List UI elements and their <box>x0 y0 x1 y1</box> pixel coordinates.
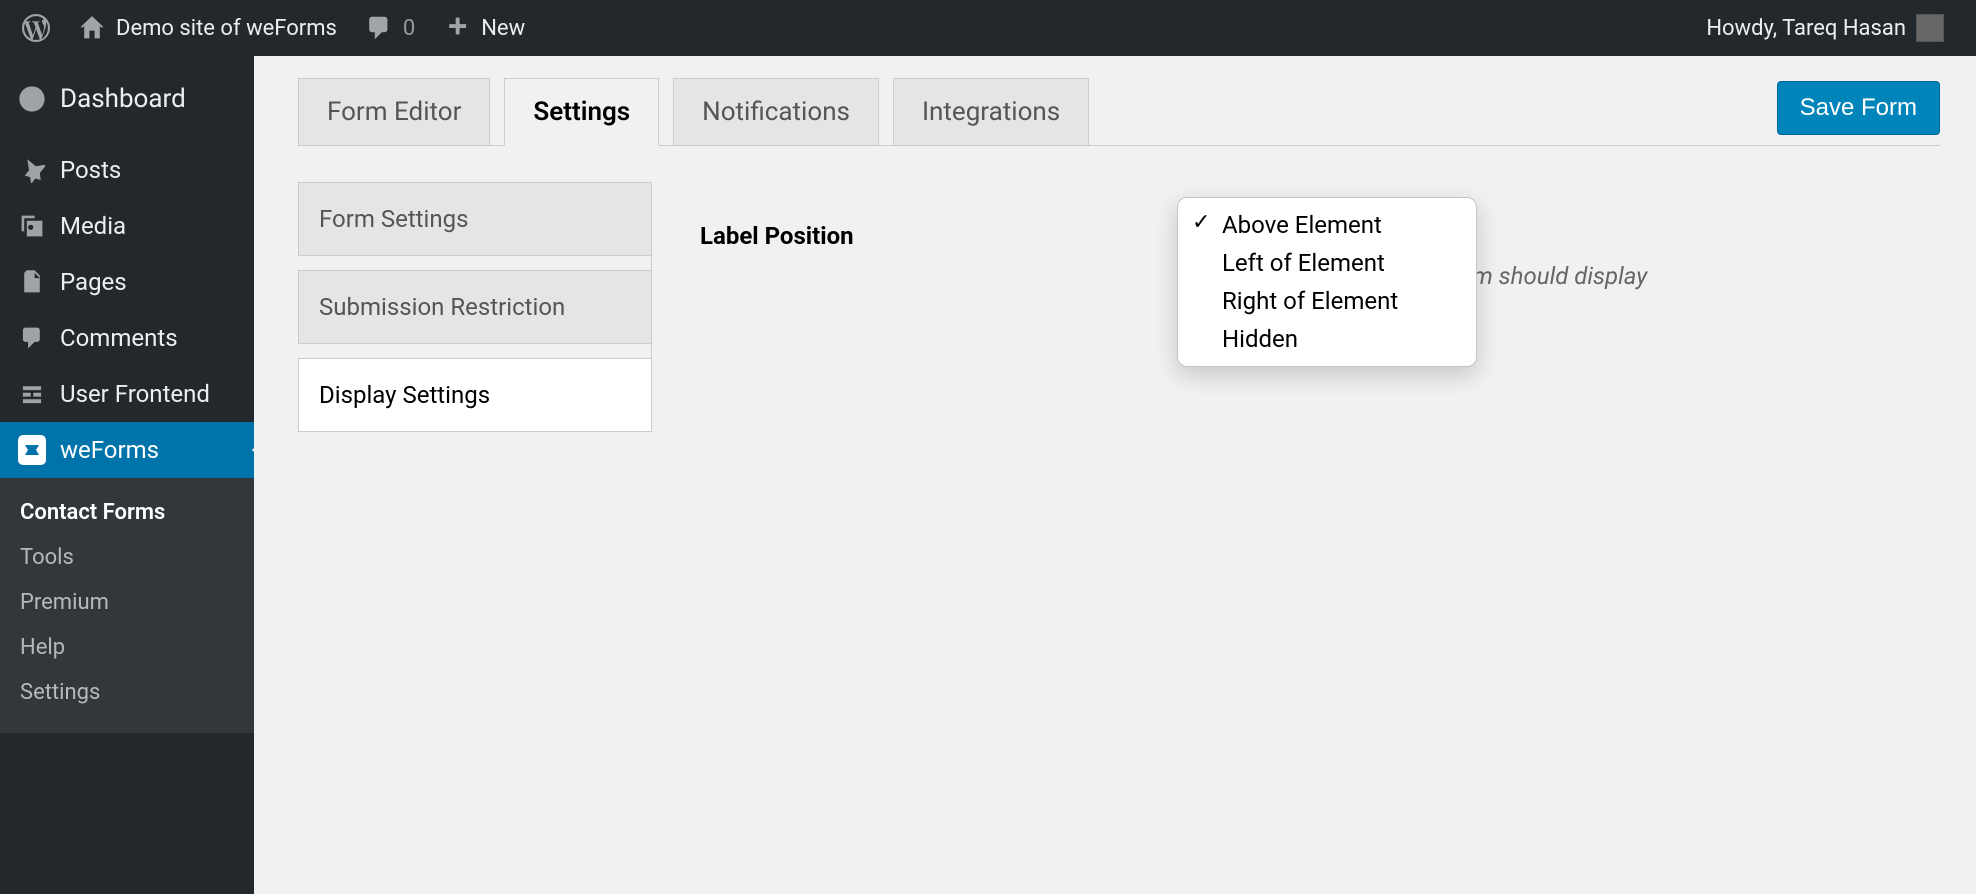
sidebar-item-label: Comments <box>60 324 178 352</box>
new-content-link[interactable]: New <box>429 14 539 42</box>
submenu-item-settings[interactable]: Settings <box>0 670 254 715</box>
sidebar-item-comments[interactable]: Comments <box>0 310 254 366</box>
submenu-item-premium[interactable]: Premium <box>0 580 254 625</box>
sidebar-item-dashboard[interactable]: Dashboard <box>0 56 254 142</box>
settings-tab-form-settings[interactable]: Form Settings <box>298 182 652 256</box>
settings-tab-display-settings[interactable]: Display Settings <box>298 358 652 432</box>
site-name: Demo site of weForms <box>116 16 337 41</box>
media-icon <box>18 212 46 240</box>
sidebar-item-label: Media <box>60 212 126 240</box>
sidebar-item-media[interactable]: Media <box>0 198 254 254</box>
comment-icon <box>365 14 393 42</box>
dashboard-icon <box>18 85 46 113</box>
avatar <box>1916 14 1944 42</box>
field-label: Label Position <box>700 222 1020 250</box>
comment-count: 0 <box>403 16 415 41</box>
sidebar-item-weforms[interactable]: weForms <box>0 422 254 478</box>
sidebar-item-posts[interactable]: Posts <box>0 142 254 198</box>
dropdown-option-right-of-element[interactable]: Right of Element <box>1178 282 1476 320</box>
wp-logo[interactable] <box>8 14 64 42</box>
submenu-item-help[interactable]: Help <box>0 625 254 670</box>
comments-link[interactable]: 0 <box>351 14 429 42</box>
label-position-dropdown[interactable]: Above Element Left of Element Right of E… <box>1177 197 1477 367</box>
dropdown-option-left-of-element[interactable]: Left of Element <box>1178 244 1476 282</box>
sidebar-item-user-frontend[interactable]: User Frontend <box>0 366 254 422</box>
plus-icon <box>443 14 471 42</box>
content-area: Form Editor Settings Notifications Integ… <box>254 56 1976 894</box>
comment-icon <box>18 324 46 352</box>
tab-integrations[interactable]: Integrations <box>893 78 1089 146</box>
sidebar-item-pages[interactable]: Pages <box>0 254 254 310</box>
weforms-icon <box>18 436 46 464</box>
howdy-text: Howdy, Tareq Hasan <box>1706 16 1906 41</box>
wordpress-icon <box>22 14 50 42</box>
settings-subtabs: Form Settings Submission Restriction Dis… <box>298 182 652 432</box>
pin-icon <box>18 156 46 184</box>
page-icon <box>18 268 46 296</box>
sidebar-item-label: Posts <box>60 156 121 184</box>
settings-body: Form Settings Submission Restriction Dis… <box>298 182 1940 432</box>
dropdown-option-above-element[interactable]: Above Element <box>1178 206 1476 244</box>
admin-sidebar: Dashboard Posts Media Pages Comments Use… <box>0 56 254 894</box>
settings-content: Label Position he form should display Ab… <box>651 182 1940 432</box>
dropdown-option-hidden[interactable]: Hidden <box>1178 320 1476 358</box>
tab-form-editor[interactable]: Form Editor <box>298 78 490 146</box>
main-tabs: Form Editor Settings Notifications Integ… <box>298 78 1940 146</box>
new-label: New <box>481 16 525 41</box>
tab-notifications[interactable]: Notifications <box>673 78 879 146</box>
my-account-link[interactable]: Howdy, Tareq Hasan <box>1692 14 1958 42</box>
submenu-item-tools[interactable]: Tools <box>0 535 254 580</box>
submenu-item-contact-forms[interactable]: Contact Forms <box>0 490 254 535</box>
user-frontend-icon <box>18 380 46 408</box>
sidebar-item-label: Dashboard <box>60 84 186 114</box>
sidebar-item-label: Pages <box>60 268 127 296</box>
save-form-button[interactable]: Save Form <box>1777 81 1940 135</box>
admin-bar: Demo site of weForms 0 New Howdy, Tareq … <box>0 0 1976 56</box>
sidebar-item-label: User Frontend <box>60 380 210 408</box>
tab-settings[interactable]: Settings <box>504 78 659 146</box>
settings-tab-submission-restriction[interactable]: Submission Restriction <box>298 270 652 344</box>
site-name-link[interactable]: Demo site of weForms <box>64 14 351 42</box>
sidebar-item-label: weForms <box>60 436 159 464</box>
sidebar-submenu: Contact Forms Tools Premium Help Setting… <box>0 478 254 733</box>
home-icon <box>78 14 106 42</box>
